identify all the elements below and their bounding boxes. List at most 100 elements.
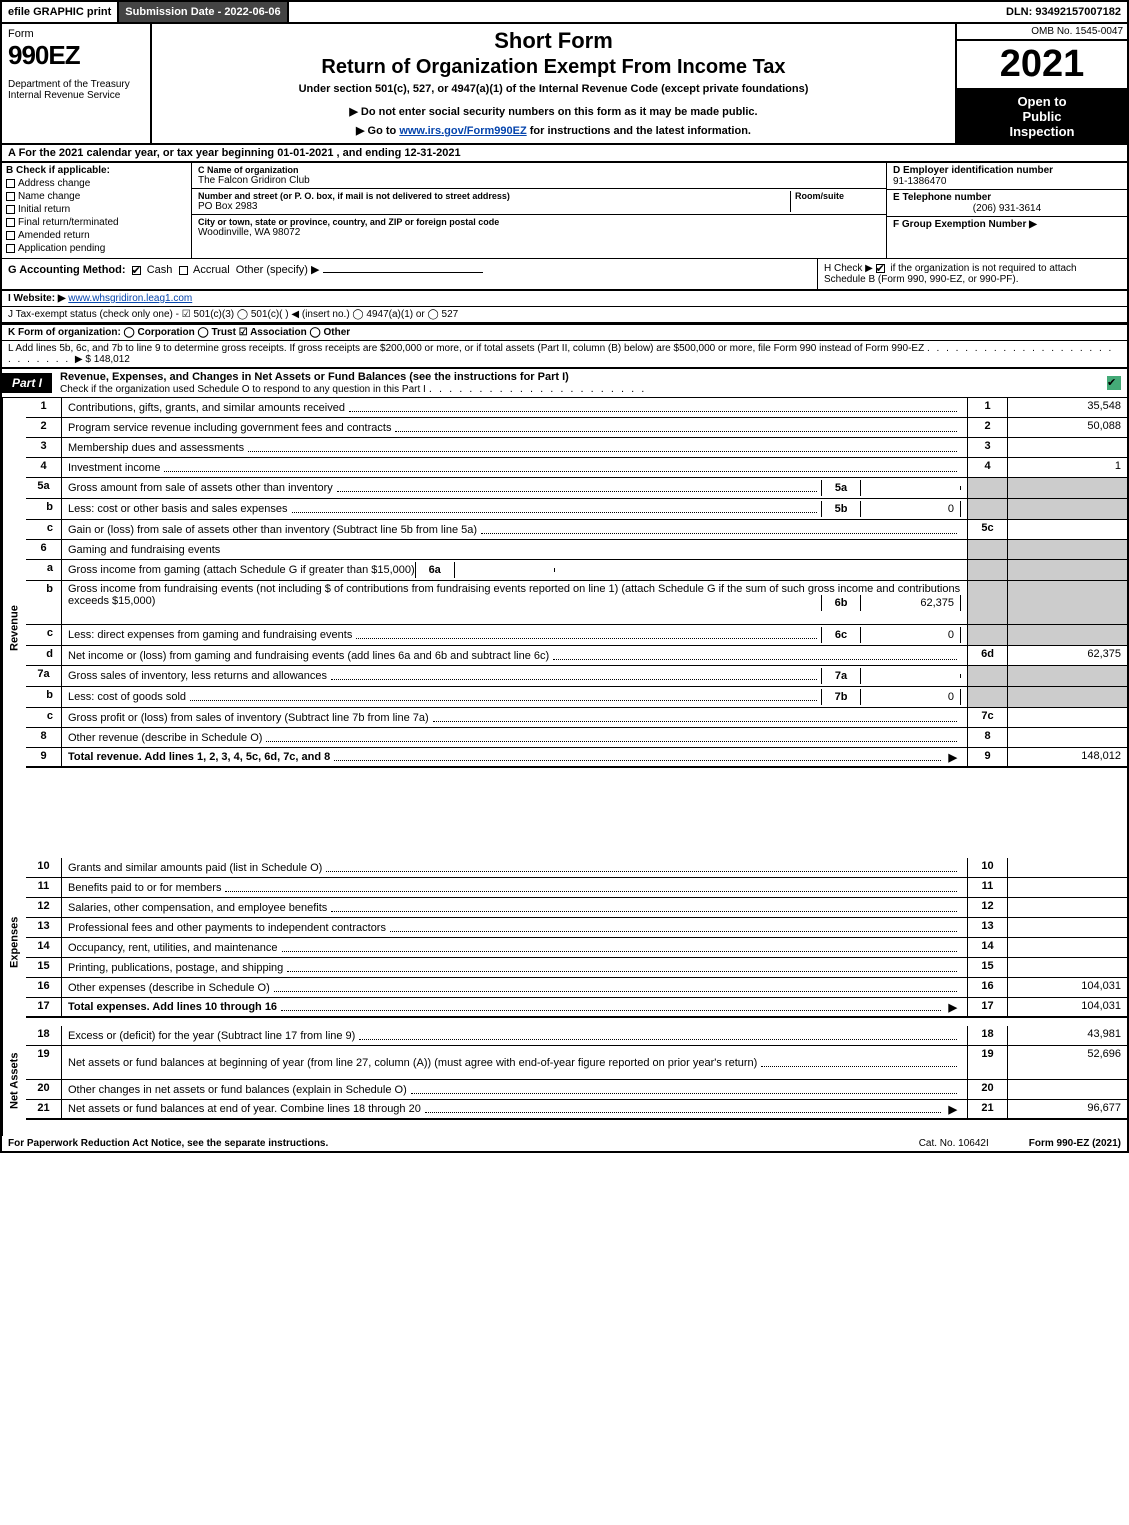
row-gh: G Accounting Method: Cash Accrual Other … <box>0 258 1129 291</box>
line-14-amt <box>1007 938 1127 957</box>
chk-name-change[interactable]: Name change <box>6 191 187 202</box>
line-19-amt: 52,696 <box>1007 1046 1127 1079</box>
row-g: G Accounting Method: Cash Accrual Other … <box>2 259 817 289</box>
line-5a-val <box>861 486 961 490</box>
addr-label: Number and street (or P. O. box, if mail… <box>198 191 790 201</box>
line-6c-desc: Less: direct expenses from gaming and fu… <box>68 629 352 641</box>
city: Woodinville, WA 98072 <box>198 227 880 238</box>
line-21-amt: 96,677 <box>1007 1100 1127 1118</box>
part1-tab: Part I <box>2 373 52 393</box>
goto-line: ▶ Go to www.irs.gov/Form990EZ for instru… <box>160 124 947 137</box>
short-form-title: Short Form <box>160 28 947 54</box>
chk-cash[interactable] <box>132 266 141 275</box>
footer-left: For Paperwork Reduction Act Notice, see … <box>8 1138 328 1149</box>
part1-title: Revenue, Expenses, and Changes in Net As… <box>52 369 1107 397</box>
room-label: Room/suite <box>795 191 880 201</box>
ein: 91-1386470 <box>893 176 1121 187</box>
line-5b-desc: Less: cost or other basis and sales expe… <box>68 503 288 515</box>
chk-final-return[interactable]: Final return/terminated <box>6 217 187 228</box>
line-20-amt <box>1007 1080 1127 1099</box>
open-to-public: Open to Public Inspection <box>957 90 1127 143</box>
form-word: Form <box>8 28 144 40</box>
line-8-amt <box>1007 728 1127 747</box>
chk-schedule-b[interactable] <box>876 264 885 273</box>
h-pre: H Check ▶ <box>824 263 873 274</box>
website-link[interactable]: www.whsgridiron.leag1.com <box>68 293 192 304</box>
line-5c-desc: Gain or (loss) from sale of assets other… <box>68 524 477 536</box>
line-12-desc: Salaries, other compensation, and employ… <box>68 902 327 914</box>
line-20-desc: Other changes in net assets or fund bala… <box>68 1084 407 1096</box>
chk-amended-return[interactable]: Amended return <box>6 230 187 241</box>
line-10-amt <box>1007 858 1127 877</box>
chk-accrual[interactable] <box>179 266 188 275</box>
row-k: K Form of organization: ◯ Corporation ◯ … <box>0 323 1129 341</box>
submission-date: Submission Date - 2022-06-06 <box>119 2 288 22</box>
page-footer: For Paperwork Reduction Act Notice, see … <box>0 1136 1129 1153</box>
do-not-enter: ▶ Do not enter social security numbers o… <box>160 105 947 118</box>
part1-sub: Check if the organization used Schedule … <box>60 384 426 395</box>
line-7b-desc: Less: cost of goods sold <box>68 691 186 703</box>
col-b-header: B Check if applicable: <box>6 165 187 176</box>
col-b-checkboxes: B Check if applicable: Address change Na… <box>2 163 192 258</box>
org-name: The Falcon Gridiron Club <box>198 175 880 186</box>
line-16-desc: Other expenses (describe in Schedule O) <box>68 982 270 994</box>
header-right: OMB No. 1545-0047 2021 Open to Public In… <box>957 24 1127 143</box>
row-j: J Tax-exempt status (check only one) - ☑… <box>0 307 1129 323</box>
footer-form: Form 990-EZ (2021) <box>1029 1138 1121 1149</box>
line-14-desc: Occupancy, rent, utilities, and maintena… <box>68 942 278 954</box>
omb-number: OMB No. 1545-0047 <box>957 24 1127 41</box>
line-11-desc: Benefits paid to or for members <box>68 882 221 894</box>
row-a-tax-year: A For the 2021 calendar year, or tax yea… <box>0 145 1129 163</box>
line-7a-desc: Gross sales of inventory, less returns a… <box>68 670 327 682</box>
row-l: L Add lines 5b, 6c, and 7b to line 9 to … <box>0 341 1129 369</box>
department: Department of the Treasury Internal Reve… <box>8 79 144 101</box>
line-11-amt <box>1007 878 1127 897</box>
line-6c-val: 0 <box>861 627 961 643</box>
top-bar: efile GRAPHIC print Submission Date - 20… <box>0 0 1129 24</box>
goto-post: for instructions and the latest informat… <box>527 125 751 137</box>
line-1-desc: Contributions, gifts, grants, and simila… <box>68 402 345 414</box>
org-name-label: C Name of organization <box>198 165 880 175</box>
phone: (206) 931-3614 <box>893 203 1121 214</box>
under-section: Under section 501(c), 527, or 4947(a)(1)… <box>160 83 947 95</box>
line-5c-amt <box>1007 520 1127 539</box>
phone-label: E Telephone number <box>893 192 1121 203</box>
line-6a-desc: Gross income from gaming (attach Schedul… <box>68 564 415 576</box>
col-de: D Employer identification number 91-1386… <box>887 163 1127 258</box>
line-7c-amt <box>1007 708 1127 727</box>
chk-initial-return[interactable]: Initial return <box>6 204 187 215</box>
row-l-text: L Add lines 5b, 6c, and 7b to line 9 to … <box>8 343 924 354</box>
line-13-desc: Professional fees and other payments to … <box>68 922 386 934</box>
line-17-amt: 104,031 <box>1007 998 1127 1016</box>
row-h: H Check ▶ if the organization is not req… <box>817 259 1127 289</box>
efile-label[interactable]: efile GRAPHIC print <box>2 2 119 22</box>
group-exemption-label: F Group Exemption Number ▶ <box>893 219 1121 230</box>
ein-label: D Employer identification number <box>893 165 1121 176</box>
line-15-desc: Printing, publications, postage, and shi… <box>68 962 283 974</box>
line-4-desc: Investment income <box>68 462 160 474</box>
block-bcde: B Check if applicable: Address change Na… <box>0 163 1129 258</box>
inspect-3: Inspection <box>959 124 1125 139</box>
part1-header: Part I Revenue, Expenses, and Changes in… <box>0 369 1129 398</box>
line-6d-desc: Net income or (loss) from gaming and fun… <box>68 650 549 662</box>
line-6b-val: 62,375 <box>861 595 961 611</box>
goto-pre: ▶ Go to <box>356 125 399 137</box>
line-16-amt: 104,031 <box>1007 978 1127 997</box>
line-15-amt <box>1007 958 1127 977</box>
row-i: I Website: ▶ www.whsgridiron.leag1.com <box>0 291 1129 307</box>
inspect-1: Open to <box>959 94 1125 109</box>
line-6d-amt: 62,375 <box>1007 646 1127 665</box>
line-9-amt: 148,012 <box>1007 748 1127 766</box>
line-6-desc: Gaming and fundraising events <box>68 544 220 556</box>
chk-application-pending[interactable]: Application pending <box>6 243 187 254</box>
header-mid: Short Form Return of Organization Exempt… <box>152 24 957 143</box>
part1-check-icon: ✔ <box>1107 376 1121 390</box>
tax-year: 2021 <box>957 41 1127 90</box>
line-5a-desc: Gross amount from sale of assets other t… <box>68 482 333 494</box>
g-label: G Accounting Method: <box>8 264 126 276</box>
line-9-desc: Total revenue. Add lines 1, 2, 3, 4, 5c,… <box>68 751 330 763</box>
chk-address-change[interactable]: Address change <box>6 178 187 189</box>
irs-link[interactable]: www.irs.gov/Form990EZ <box>399 125 526 137</box>
row-l-amt: ▶ $ 148,012 <box>75 354 130 365</box>
line-3-amt <box>1007 438 1127 457</box>
